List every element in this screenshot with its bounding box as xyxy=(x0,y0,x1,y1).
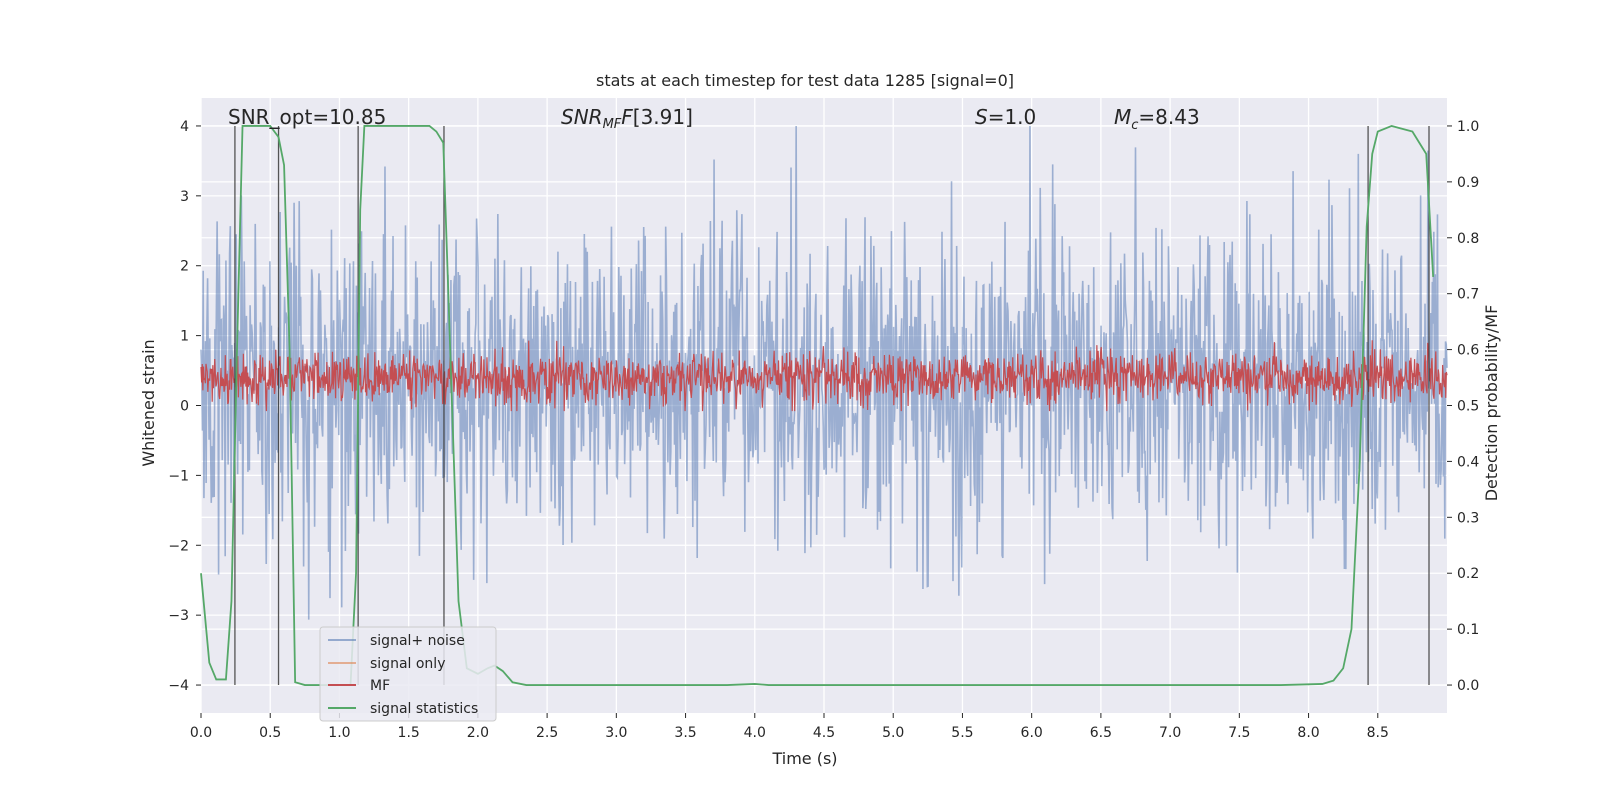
annotation-s: S=1.0 xyxy=(975,105,1036,129)
x-tick-label: 3.0 xyxy=(605,725,627,741)
annotation-snr-mf-value: [3.91] xyxy=(633,105,693,129)
x-tick-label: 8.5 xyxy=(1367,725,1389,741)
y-right-tick-label: 0.8 xyxy=(1457,231,1479,247)
y-right-tick-label: 0.0 xyxy=(1457,678,1479,694)
annotation-mc-value: =8.43 xyxy=(1138,105,1199,129)
y-left-axis-label: Whitened strain xyxy=(139,339,158,466)
y-left-tick-label: 0 xyxy=(180,399,189,415)
legend-box xyxy=(319,626,497,722)
x-tick-label: 8.0 xyxy=(1297,725,1319,741)
y-right-tick-label: 0.7 xyxy=(1457,287,1479,303)
y-right-tick-label: 0.2 xyxy=(1457,566,1479,582)
x-tick-label: 3.5 xyxy=(674,725,696,741)
x-tick-label: 0.5 xyxy=(259,725,281,741)
y-left-axis-ticks: −4 −3 −2 −1 0 1 2 3 4 xyxy=(168,119,201,694)
y-left-tick-label: 3 xyxy=(180,189,189,205)
x-tick-label: 4.0 xyxy=(744,725,766,741)
y-right-tick-label: 0.6 xyxy=(1457,343,1479,359)
y-right-axis-ticks: 0.0 0.1 0.2 0.3 0.4 0.5 0.6 0.7 0.8 0.9 1.0 xyxy=(1447,119,1479,694)
legend-label-signal-noise: signal+ noise xyxy=(370,633,465,649)
annotation-s-value: =1.0 xyxy=(988,105,1037,129)
y-left-tick-label: 4 xyxy=(180,119,189,135)
x-tick-label: 7.5 xyxy=(1228,725,1250,741)
y-left-tick-label: 1 xyxy=(180,329,189,345)
legend-label-signal-only: signal only xyxy=(370,656,445,672)
y-left-tick-label: −4 xyxy=(168,678,189,694)
legend: signal+ noise signal only MF signal stat… xyxy=(319,626,497,722)
legend-label-signal-statistics: signal statistics xyxy=(370,701,478,717)
x-tick-label: 5.0 xyxy=(882,725,904,741)
y-right-tick-label: 0.4 xyxy=(1457,454,1479,470)
y-right-tick-label: 0.3 xyxy=(1457,510,1479,526)
x-axis-label: Time (s) xyxy=(771,749,837,768)
x-axis-ticks: 0.0 0.5 1.0 1.5 2.0 2.5 3.0 3.5 4.0 4.5 5.0 5.5 6.0 6… xyxy=(190,713,1389,741)
x-tick-label: 1.5 xyxy=(398,725,420,741)
y-right-axis-label: Detection probability/MF xyxy=(1482,305,1501,502)
y-right-tick-label: 0.5 xyxy=(1457,399,1479,415)
x-tick-label: 7.0 xyxy=(1159,725,1181,741)
y-right-tick-label: 0.1 xyxy=(1457,622,1479,638)
y-left-tick-label: 2 xyxy=(180,259,189,275)
x-tick-label: 6.0 xyxy=(1021,725,1043,741)
annotation-snr-opt: SNR_opt=10.85 xyxy=(228,105,386,129)
legend-label-mf: MF xyxy=(370,678,390,694)
y-left-tick-label: −2 xyxy=(168,538,189,554)
x-tick-label: 1.0 xyxy=(328,725,350,741)
y-left-tick-label: −3 xyxy=(168,608,189,624)
mf-line xyxy=(200,340,1448,412)
annotation-mc: Mc=8.43 xyxy=(1114,105,1200,133)
annotation-snr-mf: SNRMFF[3.91] xyxy=(561,105,693,132)
x-tick-label: 5.5 xyxy=(951,725,973,741)
y-right-tick-label: 1.0 xyxy=(1457,119,1479,135)
x-tick-label: 6.5 xyxy=(1090,725,1112,741)
chart-title: stats at each timestep for test data 128… xyxy=(596,71,1014,90)
y-right-tick-label: 0.9 xyxy=(1457,175,1479,191)
y-left-tick-label: −1 xyxy=(168,468,189,484)
x-tick-label: 4.5 xyxy=(813,725,835,741)
x-tick-label: 0.0 xyxy=(190,725,212,741)
mf-series xyxy=(200,340,1448,412)
x-tick-label: 2.5 xyxy=(536,725,558,741)
x-tick-label: 2.0 xyxy=(467,725,489,741)
